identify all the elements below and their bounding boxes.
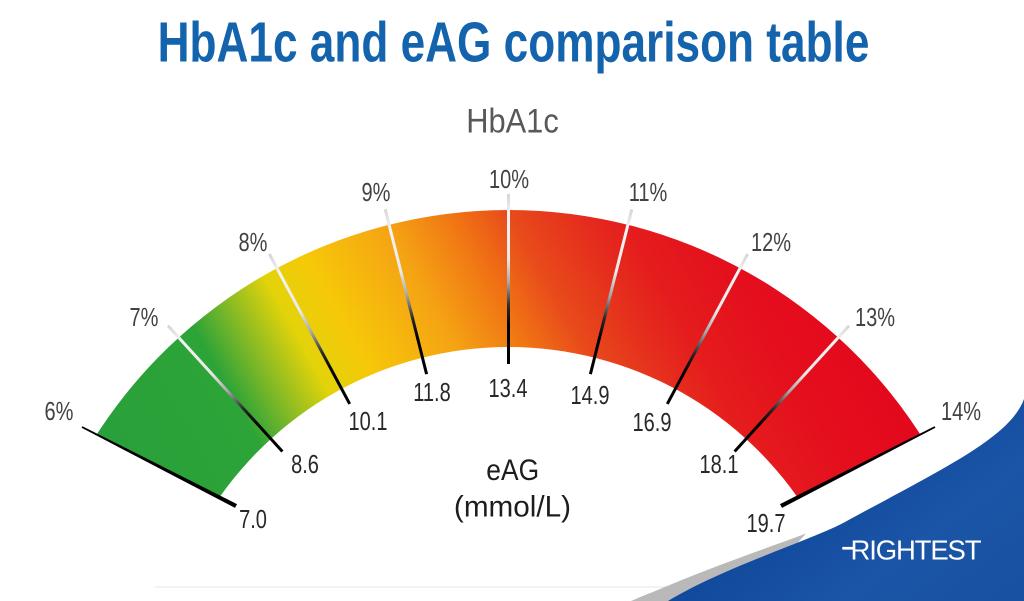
svg-text:RIGHTEST: RIGHTEST <box>851 535 982 566</box>
svg-text:HbA1c and eAG comparison table: HbA1c and eAG comparison table <box>158 10 870 74</box>
svg-text:11.8: 11.8 <box>413 377 450 406</box>
svg-text:12%: 12% <box>751 227 791 256</box>
svg-text:10.1: 10.1 <box>349 406 388 435</box>
svg-text:14.9: 14.9 <box>571 380 610 409</box>
svg-text:16.9: 16.9 <box>633 407 672 436</box>
svg-text:13.4: 13.4 <box>489 373 528 402</box>
svg-text:7%: 7% <box>130 302 159 331</box>
svg-text:(mmol/L): (mmol/L) <box>454 490 571 523</box>
svg-text:9%: 9% <box>362 177 391 206</box>
svg-text:19.7: 19.7 <box>747 508 786 537</box>
svg-text:18.1: 18.1 <box>700 449 739 478</box>
svg-text:11%: 11% <box>629 177 668 206</box>
svg-text:7.0: 7.0 <box>239 504 267 533</box>
svg-text:HbA1c: HbA1c <box>466 102 558 140</box>
svg-text:14%: 14% <box>941 396 981 425</box>
svg-text:6%: 6% <box>45 396 74 425</box>
svg-text:eAG: eAG <box>486 452 539 486</box>
svg-text:10%: 10% <box>489 164 529 193</box>
svg-text:13%: 13% <box>855 302 895 331</box>
svg-text:8%: 8% <box>239 227 268 256</box>
svg-text:8.6: 8.6 <box>291 449 319 478</box>
